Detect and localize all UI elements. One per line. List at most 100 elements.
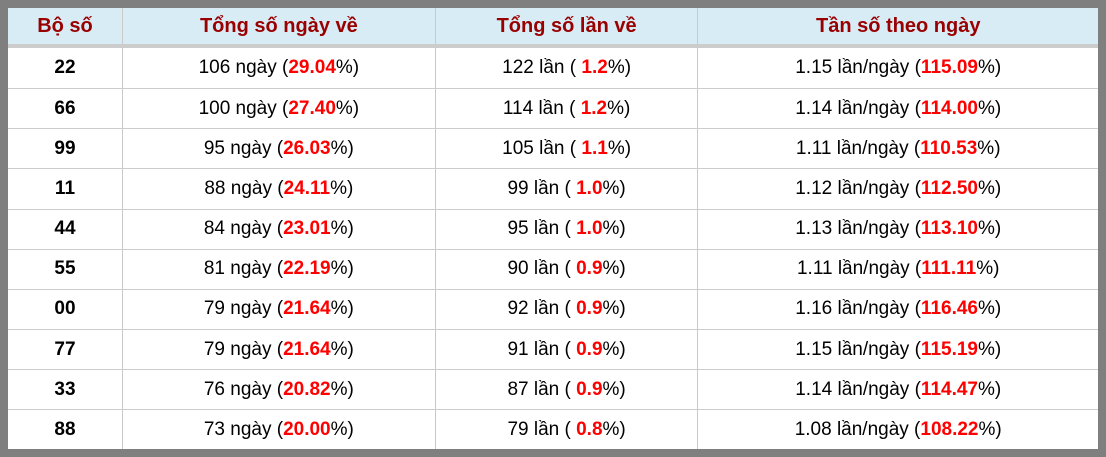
- total-times-cell: 91 lần ( 0.9%): [435, 329, 699, 371]
- stat-suffix: %): [978, 57, 1002, 79]
- stat-red-value: 26.03: [283, 137, 331, 159]
- stat-red-value: 115.19: [920, 338, 978, 360]
- total-times-cell: 87 lần ( 0.9%): [435, 369, 699, 411]
- stat-prefix: 88 ngày (: [204, 178, 284, 200]
- stat-prefix: 79 ngày (: [203, 338, 284, 360]
- stat-suffix: %): [335, 97, 360, 119]
- stat-prefix: 1.14 lần/ngày (: [795, 378, 921, 400]
- frequency-cell: 1.15 lần/ngày (115.09%): [697, 46, 1098, 90]
- pair-cell: 99: [8, 128, 123, 170]
- stat-prefix: 95 lần (: [507, 218, 577, 240]
- table-row: 44 84 ngày (23.01%) 95 lần ( 1.0%) 1.13 lần…: [8, 209, 1098, 250]
- stat-suffix: %): [330, 378, 354, 400]
- stat-prefix: 90 lần (: [507, 258, 577, 280]
- pair-cell: 66: [8, 88, 123, 130]
- stat-prefix: 1.13 lần/ngày (: [795, 218, 921, 240]
- stat-red-value: 1.0: [576, 218, 603, 240]
- stat-suffix: %): [330, 178, 354, 200]
- stat-suffix: %): [330, 218, 354, 240]
- stat-suffix: %): [602, 418, 626, 440]
- stat-red-value: 0.9: [576, 298, 603, 320]
- stat-suffix: %): [602, 258, 626, 280]
- frequency-cell: 1.14 lần/ngày (114.47%): [697, 369, 1098, 411]
- stat-suffix: %): [978, 418, 1002, 440]
- stat-suffix: %): [978, 338, 1002, 360]
- total-days-cell: 81 ngày (22.19%): [122, 249, 436, 290]
- stat-prefix: 1.15 lần/ngày (: [795, 338, 921, 360]
- stat-suffix: %): [330, 258, 354, 280]
- stat-red-value: 21.64: [283, 298, 331, 320]
- stat-red-value: 116.46: [920, 298, 978, 320]
- stat-suffix: %): [978, 298, 1002, 320]
- stat-red-value: 1.0: [576, 178, 603, 200]
- pair-cell: 33: [8, 369, 123, 411]
- frequency-cell: 1.11 lần/ngày (110.53%): [697, 128, 1098, 170]
- stat-red-value: 29.04: [288, 57, 336, 79]
- stat-prefix: 122 lần (: [502, 57, 582, 79]
- pair-cell: 44: [8, 209, 123, 250]
- lottery-pair-stats-table: Bộ số Tổng số ngày về Tổng số lần về Tần…: [8, 8, 1098, 449]
- stat-prefix: 1.11 lần/ngày (: [796, 258, 922, 280]
- stat-red-value: 23.01: [283, 218, 331, 240]
- stat-prefix: 99 lần (: [507, 178, 577, 200]
- stat-prefix: 105 lần (: [502, 137, 582, 159]
- stat-prefix: 1.15 lần/ngày (: [795, 57, 921, 79]
- frequency-cell: 1.15 lần/ngày (115.19%): [697, 329, 1098, 371]
- total-days-cell: 79 ngày (21.64%): [122, 329, 436, 371]
- stat-red-value: 113.10: [920, 218, 978, 240]
- pair-cell: 22: [8, 46, 123, 90]
- stat-prefix: 1.16 lần/ngày (: [795, 298, 921, 320]
- stat-red-value: 110.53: [920, 137, 978, 159]
- column-header-total-times: Tổng số lần về: [435, 8, 699, 48]
- stat-prefix: 92 lần (: [507, 298, 577, 320]
- total-days-cell: 106 ngày (29.04%): [122, 46, 436, 90]
- stat-suffix: %): [978, 97, 1002, 119]
- column-header-total-days: Tổng số ngày về: [122, 8, 436, 48]
- stat-suffix: %): [335, 57, 360, 79]
- stat-prefix: 79 lần (: [507, 418, 577, 440]
- table-row: 88 73 ngày (20.00%) 79 lần ( 0.8%) 1.08 lần…: [8, 409, 1098, 449]
- table-row: 11 88 ngày (24.11%) 99 lần ( 1.0%) 1.12 lần…: [8, 168, 1098, 210]
- stat-red-value: 115.09: [920, 57, 978, 79]
- stat-red-value: 21.64: [283, 338, 331, 360]
- total-days-cell: 76 ngày (20.82%): [122, 369, 436, 411]
- total-times-cell: 122 lần ( 1.2%): [435, 46, 699, 90]
- column-header-frequency: Tần số theo ngày: [697, 8, 1098, 48]
- stat-prefix: 1.11 lần/ngày (: [795, 137, 921, 159]
- stat-prefix: 100 ngày (: [198, 97, 289, 119]
- stat-suffix: %): [978, 178, 1002, 200]
- total-days-cell: 84 ngày (23.01%): [122, 209, 436, 250]
- pair-cell: 77: [8, 329, 123, 371]
- stat-red-value: 1.2: [581, 57, 608, 79]
- total-days-cell: 79 ngày (21.64%): [122, 289, 436, 330]
- stat-red-value: 0.9: [576, 338, 603, 360]
- total-times-cell: 79 lần ( 0.8%): [435, 409, 699, 449]
- stat-red-value: 22.19: [283, 258, 331, 280]
- stat-red-value: 0.9: [576, 378, 603, 400]
- stat-red-value: 0.9: [576, 258, 603, 280]
- stat-red-value: 0.8: [576, 418, 603, 440]
- stat-prefix: 87 lần (: [507, 378, 577, 400]
- frequency-cell: 1.16 lần/ngày (116.46%): [697, 289, 1098, 330]
- column-header-pair: Bộ số: [8, 8, 123, 48]
- stat-suffix: %): [602, 378, 626, 400]
- stat-suffix: %): [978, 378, 1002, 400]
- header-row: Bộ số Tổng số ngày về Tổng số lần về Tần…: [8, 8, 1098, 48]
- stat-prefix: 1.12 lần/ngày (: [795, 178, 921, 200]
- stat-suffix: %): [607, 97, 631, 119]
- stat-red-value: 114.00: [920, 97, 978, 119]
- stat-prefix: 114 lần (: [502, 97, 581, 119]
- stat-red-value: 20.82: [283, 378, 331, 400]
- table-row: 99 95 ngày (26.03%) 105 lần ( 1.1%) 1.11 lầ…: [8, 128, 1098, 170]
- stat-suffix: %): [602, 178, 626, 200]
- total-times-cell: 95 lần ( 1.0%): [435, 209, 699, 250]
- table-body: 22 106 ngày (29.04%) 122 lần ( 1.2%) 1.15 l…: [8, 46, 1098, 449]
- table-row: 77 79 ngày (21.64%) 91 lần ( 0.9%) 1.15 lần…: [8, 329, 1098, 371]
- stat-prefix: 76 ngày (: [203, 378, 284, 400]
- stat-prefix: 106 ngày (: [198, 57, 289, 79]
- stat-red-value: 114.47: [920, 378, 978, 400]
- total-times-cell: 114 lần ( 1.2%): [435, 88, 699, 130]
- stat-suffix: %): [602, 218, 626, 240]
- stat-suffix: %): [330, 338, 354, 360]
